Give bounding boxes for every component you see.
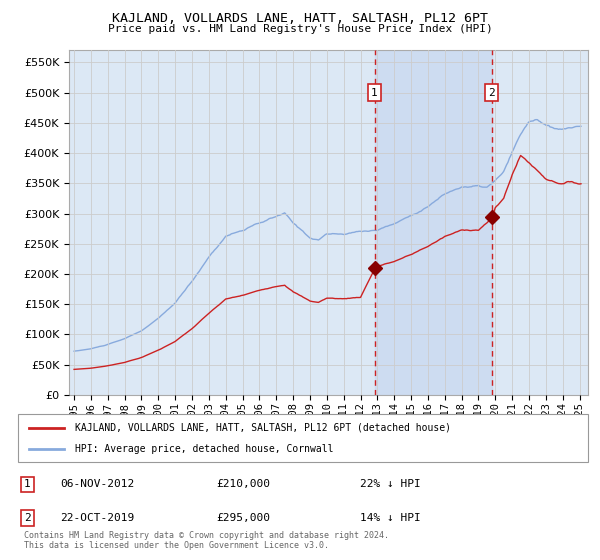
Text: 14% ↓ HPI: 14% ↓ HPI — [360, 513, 421, 523]
Text: £295,000: £295,000 — [216, 513, 270, 523]
Text: 1: 1 — [371, 88, 378, 97]
FancyBboxPatch shape — [18, 414, 588, 462]
Bar — [374, 50, 492, 395]
Text: HPI: Average price, detached house, Cornwall: HPI: Average price, detached house, Corn… — [75, 444, 334, 454]
Text: 2: 2 — [488, 88, 495, 97]
Text: 22% ↓ HPI: 22% ↓ HPI — [360, 479, 421, 489]
Text: 2: 2 — [24, 513, 31, 523]
Text: 22-OCT-2019: 22-OCT-2019 — [60, 513, 134, 523]
Text: 06-NOV-2012: 06-NOV-2012 — [60, 479, 134, 489]
Text: Price paid vs. HM Land Registry's House Price Index (HPI): Price paid vs. HM Land Registry's House … — [107, 24, 493, 34]
Text: £210,000: £210,000 — [216, 479, 270, 489]
Text: KAJLAND, VOLLARDS LANE, HATT, SALTASH, PL12 6PT: KAJLAND, VOLLARDS LANE, HATT, SALTASH, P… — [112, 12, 488, 25]
Text: 1: 1 — [24, 479, 31, 489]
Text: KAJLAND, VOLLARDS LANE, HATT, SALTASH, PL12 6PT (detached house): KAJLAND, VOLLARDS LANE, HATT, SALTASH, P… — [75, 423, 451, 433]
Text: Contains HM Land Registry data © Crown copyright and database right 2024.
This d: Contains HM Land Registry data © Crown c… — [24, 530, 389, 550]
